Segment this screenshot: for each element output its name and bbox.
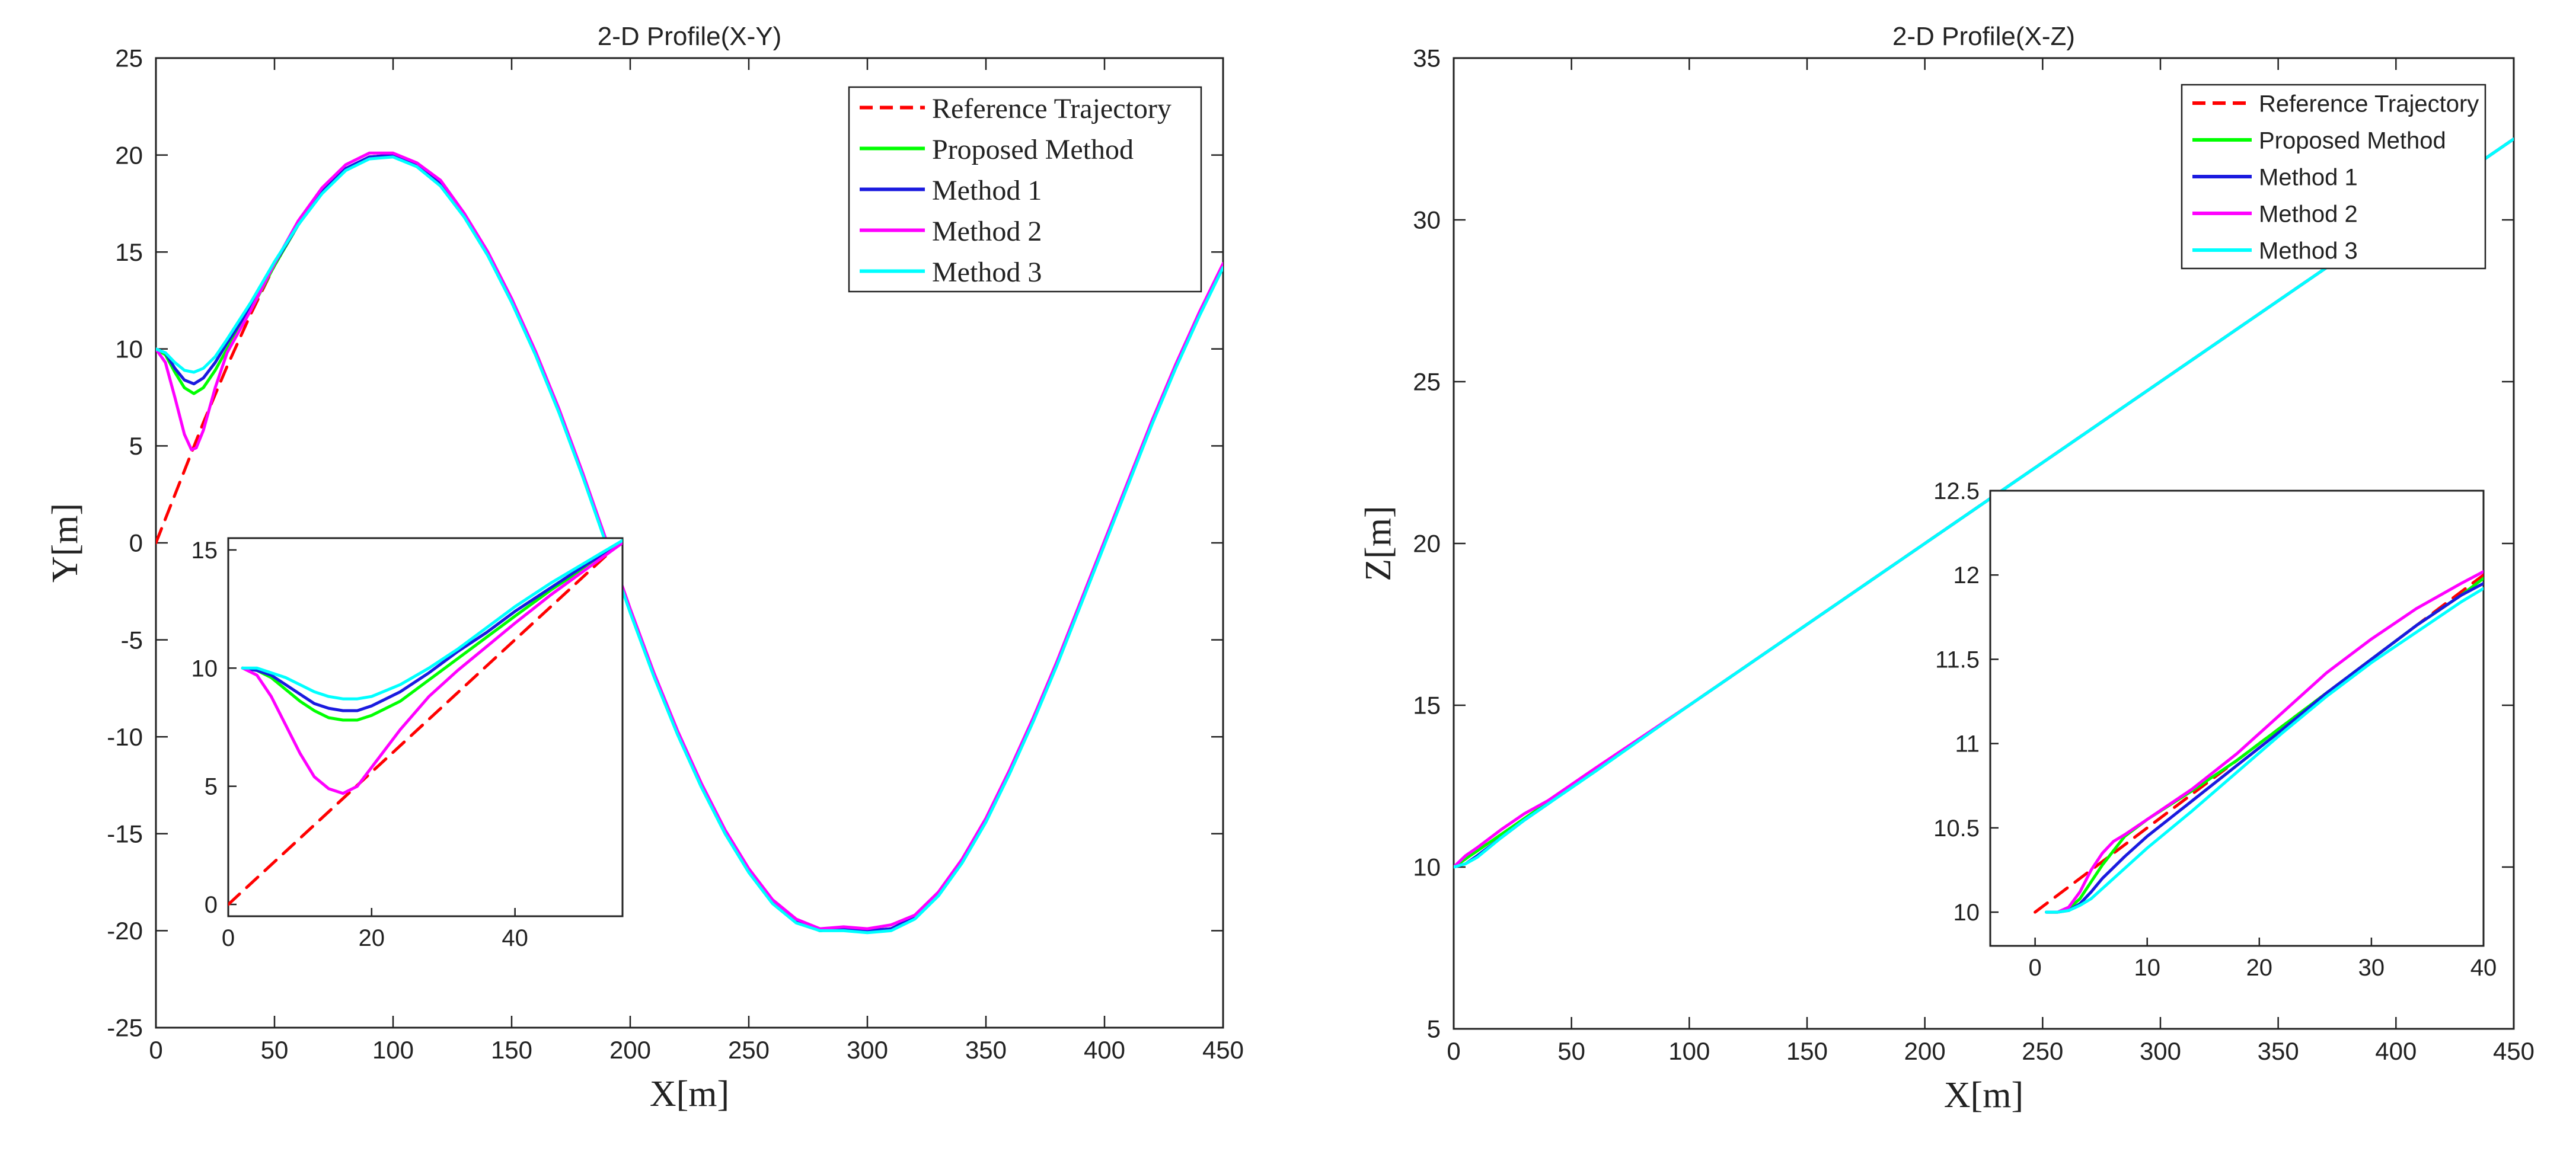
inset-x-tick-label: 20: [359, 925, 385, 951]
inset-y-tick-label: 12: [1953, 562, 1980, 589]
y-tick-label: 10: [1413, 853, 1441, 881]
y-tick-label: 5: [129, 432, 143, 460]
inset-series-line-method-1: [241, 541, 623, 712]
inset-series-line-reference-trajectory: [228, 539, 623, 906]
inset-y-tick-label: 11.5: [1935, 647, 1980, 673]
x-tick-label: 300: [847, 1036, 888, 1064]
x-tick-label: 450: [1202, 1036, 1244, 1064]
inset-y-tick-label: 10: [1953, 900, 1980, 926]
legend-label: Method 2: [2259, 201, 2358, 227]
inset-x-tick-label: 20: [2246, 955, 2273, 981]
y-tick-label: 25: [1413, 368, 1441, 396]
y-tick-label: 25: [115, 44, 143, 72]
y-tick-label: -20: [107, 917, 143, 945]
inset-x-tick-label: 40: [502, 925, 528, 951]
inset-y-tick-label: 15: [191, 538, 218, 564]
inset-chart: 0 10 20 30 40 10 10.5 11 11.5 12 12.5: [1933, 478, 2497, 981]
x-tick-label: 50: [261, 1036, 289, 1064]
x-tick-label: 400: [1084, 1036, 1125, 1064]
legend-label: Reference Trajectory: [2259, 91, 2479, 117]
legend-label: Proposed Method: [932, 134, 1134, 165]
x-tick-label: 450: [2493, 1037, 2534, 1065]
chart-1: 0 50 100 150 200 250 300 350 400 450-25-20-15-10-…: [45, 22, 1244, 1114]
y-axis-label: Y[m]: [45, 503, 85, 583]
inset-x-tick-label: 0: [222, 925, 235, 951]
inset-plot-area: [1989, 490, 2485, 947]
legend-box: [848, 86, 1202, 293]
inset-x-tick-label: 10: [2134, 955, 2160, 981]
x-tick-label: 100: [372, 1036, 414, 1064]
x-tick-label: 400: [2375, 1037, 2417, 1065]
y-tick-label: 30: [1413, 206, 1441, 234]
inset-y-tick-label: 12.5: [1933, 478, 1980, 504]
chart-2: 0 50 100 150 200 250 300 350 400 4505101520253035…: [1358, 22, 2534, 1115]
legend-label: Method 2: [932, 216, 1042, 247]
y-axis-label: Z[m]: [1358, 506, 1399, 581]
y-tick-label: 20: [115, 141, 143, 169]
chart-title: 2-D Profile(X-Y): [598, 22, 782, 51]
y-tick-label: 15: [1413, 692, 1441, 719]
series-line-method-3: [1454, 137, 2514, 869]
y-tick-label: 15: [115, 238, 143, 266]
inset-series-line-method-2: [2045, 570, 2484, 914]
inset-y-tick-label: 10: [191, 655, 218, 682]
y-tick-label: -15: [107, 820, 143, 848]
y-tick-label: 5: [1427, 1015, 1441, 1043]
y-tick-label: 0: [129, 529, 143, 557]
x-tick-label: 200: [1904, 1037, 1946, 1065]
inset-y-tick-label: 0: [205, 892, 218, 918]
legend-label: Method 3: [932, 257, 1042, 288]
y-tick-label: -5: [121, 626, 143, 654]
inset-series-line-method-2: [241, 541, 623, 795]
chart-title: 2-D Profile(X-Z): [1892, 22, 2075, 51]
inset-x-tick-label: 40: [2470, 955, 2497, 981]
inset-x-tick-label: 0: [2029, 955, 2042, 981]
y-tick-label: 35: [1413, 44, 1441, 72]
x-tick-label: 100: [1668, 1037, 1710, 1065]
x-axis-label: X[m]: [1944, 1075, 2023, 1115]
y-tick-label: -25: [107, 1014, 143, 1042]
inset-series-line-proposed-method: [241, 541, 623, 722]
legend-label: Reference Trajectory: [932, 93, 1172, 124]
x-axis-label: X[m]: [650, 1074, 729, 1114]
x-tick-label: 200: [609, 1036, 651, 1064]
inset-x-tick-label: 30: [2358, 955, 2385, 981]
x-tick-label: 250: [2022, 1037, 2063, 1065]
series-line-method-3: [156, 155, 1223, 935]
legend-label: Method 1: [2259, 164, 2358, 190]
legend-label: Method 3: [2259, 238, 2358, 264]
legend-label: Proposed Method: [2259, 127, 2446, 153]
x-tick-label: 150: [1786, 1037, 1828, 1065]
x-tick-label: 250: [728, 1036, 770, 1064]
inset-y-tick-label: 11: [1955, 731, 1980, 757]
x-tick-label: 150: [491, 1036, 532, 1064]
inset-series-line-method-3: [2045, 587, 2484, 914]
x-tick-label: 0: [1447, 1037, 1460, 1065]
x-tick-label: 50: [1557, 1037, 1585, 1065]
inset-y-tick-label: 5: [205, 774, 218, 800]
x-tick-label: 0: [149, 1036, 162, 1064]
x-tick-label: 350: [2258, 1037, 2299, 1065]
y-tick-label: 10: [115, 335, 143, 363]
y-tick-label: -10: [107, 723, 143, 751]
inset-series-line-method-3: [241, 539, 623, 701]
x-tick-label: 350: [965, 1036, 1007, 1064]
inset-y-tick-label: 10.5: [1933, 815, 1980, 842]
x-tick-label: 300: [2140, 1037, 2181, 1065]
y-tick-label: 20: [1413, 530, 1441, 558]
legend-label: Method 1: [932, 175, 1042, 206]
inset-chart: 0 20 40 0 5 10 15: [191, 537, 624, 951]
